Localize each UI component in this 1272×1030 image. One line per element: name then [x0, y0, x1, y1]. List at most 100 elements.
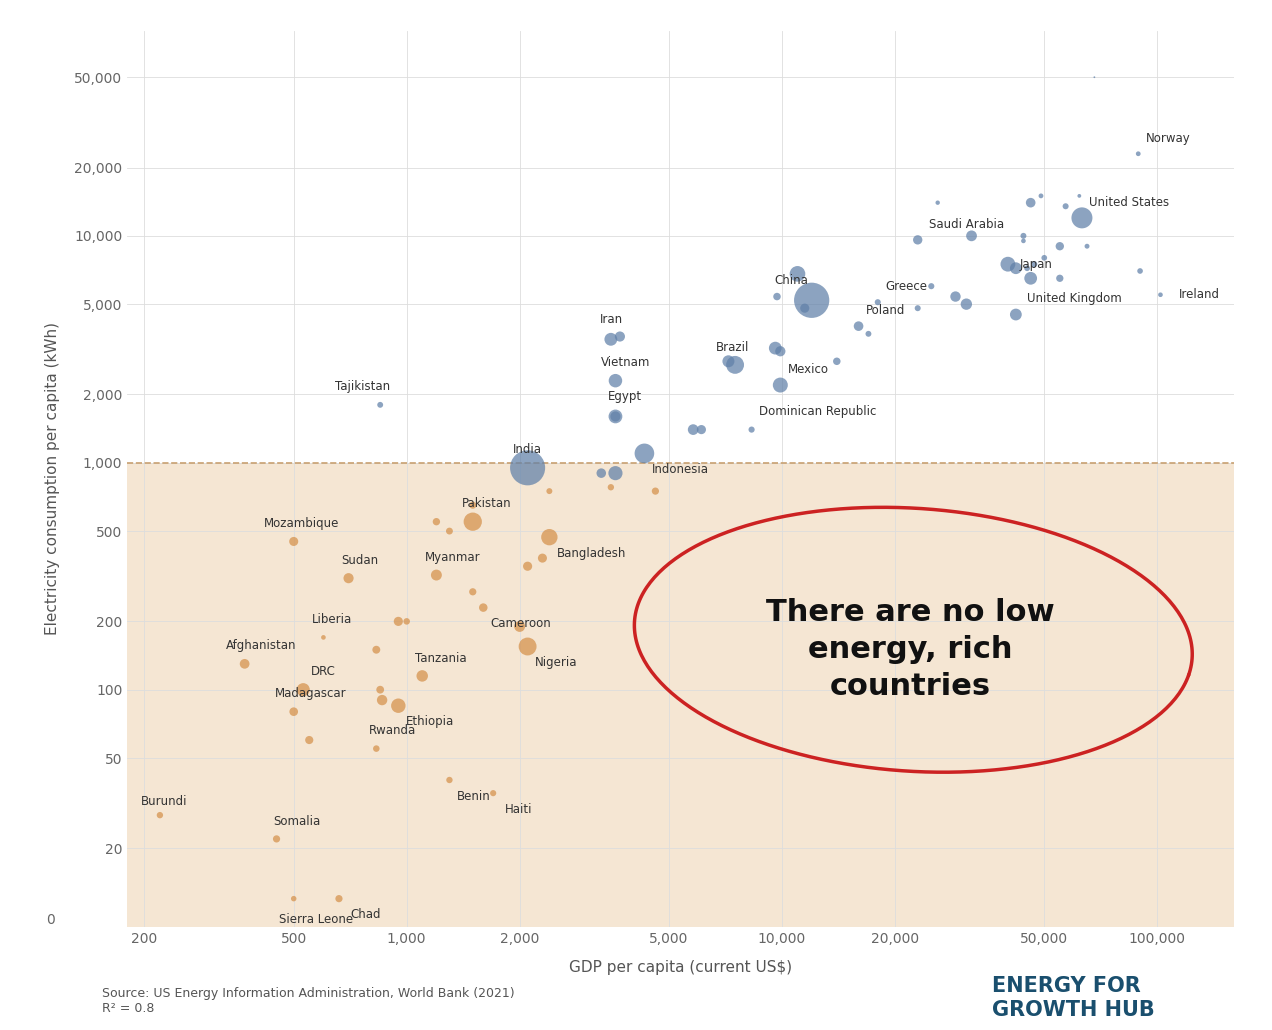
Point [439, 771, 459, 788]
Point [848, 318, 869, 335]
Point [284, 703, 304, 720]
Point [635, 445, 655, 461]
Text: Norway: Norway [1146, 132, 1191, 144]
Point [1084, 69, 1104, 85]
Point [742, 421, 762, 438]
Point [518, 639, 538, 655]
Point [266, 830, 286, 847]
Point [766, 340, 786, 356]
Point [366, 741, 387, 757]
Text: Tanzania: Tanzania [415, 652, 467, 664]
Point [907, 300, 927, 316]
Text: Cameroon: Cameroon [491, 617, 552, 630]
Point [463, 584, 483, 600]
Point [997, 255, 1018, 272]
Text: Iran: Iran [599, 313, 623, 325]
Text: Ethiopia: Ethiopia [406, 716, 454, 728]
Point [293, 682, 313, 698]
Point [370, 682, 391, 698]
Text: Indonesia: Indonesia [653, 464, 709, 476]
Point [388, 613, 408, 629]
Point [795, 300, 815, 316]
Text: Haiti: Haiti [505, 802, 532, 816]
Point [605, 465, 626, 481]
Point [539, 529, 560, 546]
Point [1006, 260, 1027, 276]
Point [473, 599, 494, 616]
Point [957, 296, 977, 312]
Point [600, 331, 621, 347]
Point [770, 377, 790, 393]
Text: Bangladesh: Bangladesh [557, 547, 626, 560]
Text: Chad: Chad [350, 908, 380, 922]
Text: Ireland: Ireland [1179, 288, 1220, 301]
Point [907, 232, 927, 248]
Point [371, 692, 392, 709]
Point [338, 570, 359, 586]
Point [299, 731, 319, 748]
Text: Mozambique: Mozambique [263, 517, 340, 530]
Point [605, 408, 626, 424]
Point [1016, 260, 1037, 276]
Point [1128, 145, 1149, 162]
Point [483, 785, 504, 801]
Point [1049, 270, 1070, 286]
Point [691, 421, 711, 438]
Text: Rwanda: Rwanda [369, 724, 416, 737]
Point [859, 325, 879, 342]
Point [426, 566, 446, 583]
Point [328, 890, 349, 906]
Point [1049, 238, 1070, 254]
Point [539, 483, 560, 500]
Text: Mexico: Mexico [787, 363, 829, 376]
Point [605, 408, 626, 424]
Text: Sudan: Sudan [341, 554, 378, 566]
Point [518, 459, 538, 476]
Y-axis label: Electricity consumption per capita (kWh): Electricity consumption per capita (kWh) [46, 322, 60, 636]
Point [1020, 195, 1040, 211]
Point [921, 278, 941, 295]
Point [510, 618, 530, 634]
Point [767, 288, 787, 305]
Point [1020, 270, 1040, 286]
Text: Brazil: Brazil [716, 341, 749, 353]
Point [366, 642, 387, 658]
Point [412, 667, 432, 684]
Text: Somalia: Somalia [272, 815, 321, 827]
Point [945, 288, 965, 305]
Text: There are no low
energy, rich
countries: There are no low energy, rich countries [766, 598, 1054, 701]
Point [234, 655, 254, 672]
Point [600, 479, 621, 495]
Point [1030, 187, 1051, 204]
Point [725, 356, 745, 373]
X-axis label: GDP per capita (current US$): GDP per capita (current US$) [569, 960, 792, 974]
Point [605, 373, 626, 389]
Point [591, 465, 612, 481]
Point [284, 890, 304, 906]
Point [927, 195, 948, 211]
Point [463, 513, 483, 529]
Point [770, 343, 790, 359]
Text: 0: 0 [47, 913, 55, 927]
Point [645, 483, 665, 500]
Point [1014, 228, 1034, 244]
Text: Greece: Greece [885, 280, 927, 294]
Point [284, 534, 304, 550]
Point [518, 558, 538, 575]
Point [962, 228, 982, 244]
Point [827, 353, 847, 370]
Point [1150, 286, 1170, 303]
Point [532, 550, 552, 566]
Text: Saudi Arabia: Saudi Arabia [929, 217, 1004, 231]
Point [1070, 187, 1090, 204]
Point [1130, 263, 1150, 279]
Text: Afghanistan: Afghanistan [226, 640, 296, 652]
Text: Madagascar: Madagascar [275, 687, 346, 700]
Text: Nigeria: Nigeria [536, 656, 577, 670]
Point [426, 513, 446, 529]
Text: United Kingdom: United Kingdom [1027, 293, 1122, 306]
Point [150, 806, 170, 823]
Point [1014, 233, 1034, 249]
Text: Dominican Republic: Dominican Republic [759, 405, 876, 418]
Point [1024, 255, 1044, 272]
